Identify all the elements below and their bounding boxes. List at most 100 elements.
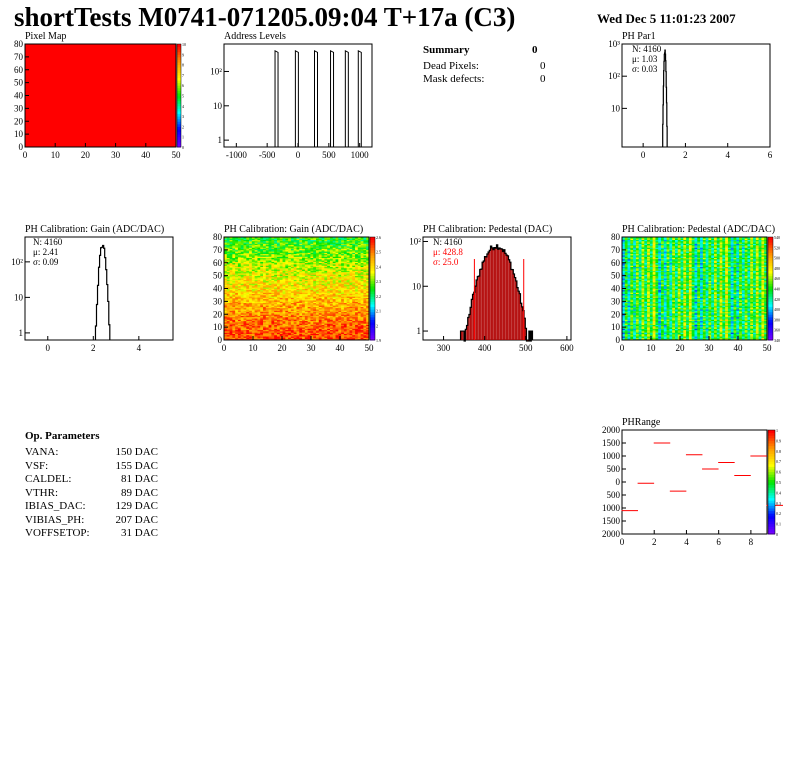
ped2d-cell: [633, 260, 637, 262]
gain2d-cell: [235, 305, 239, 307]
gain2d-cell: [352, 296, 356, 298]
gain2d-cell: [290, 310, 295, 313]
ped1d-title: PH Calibration: Pedestal (DAC): [423, 224, 553, 235]
ped2d-cell: [633, 280, 637, 283]
gain2d-cell: [232, 266, 236, 269]
gain2d-palette: [370, 273, 375, 277]
gain2d-cell: [274, 329, 278, 332]
ped2d-cell: [622, 280, 626, 283]
gain2d-cell: [251, 301, 256, 304]
gain2d-cell: [296, 312, 300, 315]
gain2d-cell: [251, 288, 256, 291]
gain2d-cell: [279, 258, 283, 261]
gain2d-cell: [254, 329, 258, 332]
gain2d-cell: [243, 238, 247, 240]
gain2d-cell: [302, 240, 306, 243]
ped1d-stat: N: 4160: [433, 237, 463, 247]
gain2d-cell: [302, 320, 306, 323]
gain2d-cell: [268, 325, 272, 328]
gain2d-cell: [226, 246, 230, 248]
gain2d-cell: [327, 267, 331, 270]
gain2d-cell: [254, 296, 258, 298]
gain2d-cell: [304, 252, 309, 255]
gain2d-cell: [254, 327, 258, 329]
gain2d-cell: [293, 258, 297, 261]
ped2d-cell: [624, 239, 628, 242]
gain2d-cell: [257, 276, 261, 279]
gain2d-cell: [254, 260, 258, 262]
gain2d-cell: [240, 314, 244, 316]
gain2d-cell: [352, 302, 356, 305]
ped2d-cell: [630, 298, 634, 301]
gain2d-cell: [355, 279, 359, 282]
ped2d-cell: [624, 274, 628, 277]
gain2d-cell: [282, 328, 286, 331]
gain2d-cell: [352, 318, 356, 320]
gain2d-cell: [240, 319, 244, 322]
gain2d-cell: [257, 255, 261, 257]
gain2d-cell: [363, 262, 367, 265]
gain2d-cell: [299, 285, 303, 288]
gain2d-cell: [360, 320, 364, 323]
gain2d-cell: [229, 315, 233, 318]
gain2d-cell: [338, 311, 342, 314]
gain2d-cell: [226, 276, 230, 279]
gain2d-cell: [290, 321, 295, 324]
gain2d-cell: [338, 273, 342, 275]
gain2d-cell: [338, 332, 342, 334]
gain2d-cell: [226, 242, 230, 244]
gain2d-cell: [246, 269, 250, 271]
gain2d-cell: [271, 279, 275, 282]
gain2d-cell: [271, 334, 275, 337]
gain2d-cell: [313, 282, 317, 284]
ped2d-cell: [624, 265, 628, 268]
gain2d-cell: [285, 332, 289, 334]
gain2d-cell: [321, 253, 325, 256]
gain2d-palette: [370, 247, 375, 251]
gain2d-cell: [246, 309, 250, 311]
gain2d-cell: [232, 300, 236, 302]
gain2d-cell: [271, 242, 275, 244]
gain2d-cell: [316, 261, 320, 264]
gain2d-cell: [335, 325, 339, 328]
gain2d-cell: [274, 334, 278, 337]
gain2d-cell: [226, 260, 230, 262]
phrange-title: PHRange: [622, 417, 661, 428]
gain2d-cell: [254, 248, 258, 251]
gain2d-cell: [246, 302, 250, 305]
gain2d-cell: [268, 282, 272, 284]
gain2d-cell: [318, 311, 322, 314]
gain2d-cell: [307, 336, 311, 338]
gain2d-cell: [237, 266, 242, 269]
gain2d-cell: [352, 253, 356, 256]
gain2d-cell: [343, 248, 348, 251]
gain2d-cell: [240, 279, 244, 282]
ped2d-cell: [630, 296, 634, 298]
gain2d-cell: [285, 289, 289, 292]
gain2d-cell: [249, 242, 253, 244]
gain2d-cell: [288, 253, 292, 256]
gain2d-cell: [257, 330, 261, 333]
ped2d-cell: [624, 310, 628, 313]
gain2d-cell: [226, 319, 230, 322]
gain2d-cell: [307, 283, 311, 286]
gain2d-cell: [237, 278, 242, 280]
ped2d-cell: [627, 243, 631, 246]
gain2d-cell: [313, 278, 317, 280]
ped2d-cell: [630, 316, 634, 319]
gain2d-cell: [251, 312, 256, 315]
gain2d-cell: [360, 303, 364, 306]
gain2d-cell: [257, 287, 261, 289]
gain2d-cell: [237, 294, 242, 297]
gain2d-cell: [332, 273, 336, 275]
gain2d-palette: [370, 306, 375, 310]
gain2d-cell: [307, 242, 311, 244]
gain2d-cell: [332, 261, 336, 264]
gain2d-cell: [299, 310, 303, 313]
gain2d-cell: [363, 256, 367, 258]
gain2d-cell: [265, 336, 270, 338]
gain2d-cell: [321, 252, 325, 255]
gain2d-cell: [232, 260, 236, 262]
gain2d-cell: [282, 242, 286, 244]
gain2d-cell: [229, 279, 233, 282]
